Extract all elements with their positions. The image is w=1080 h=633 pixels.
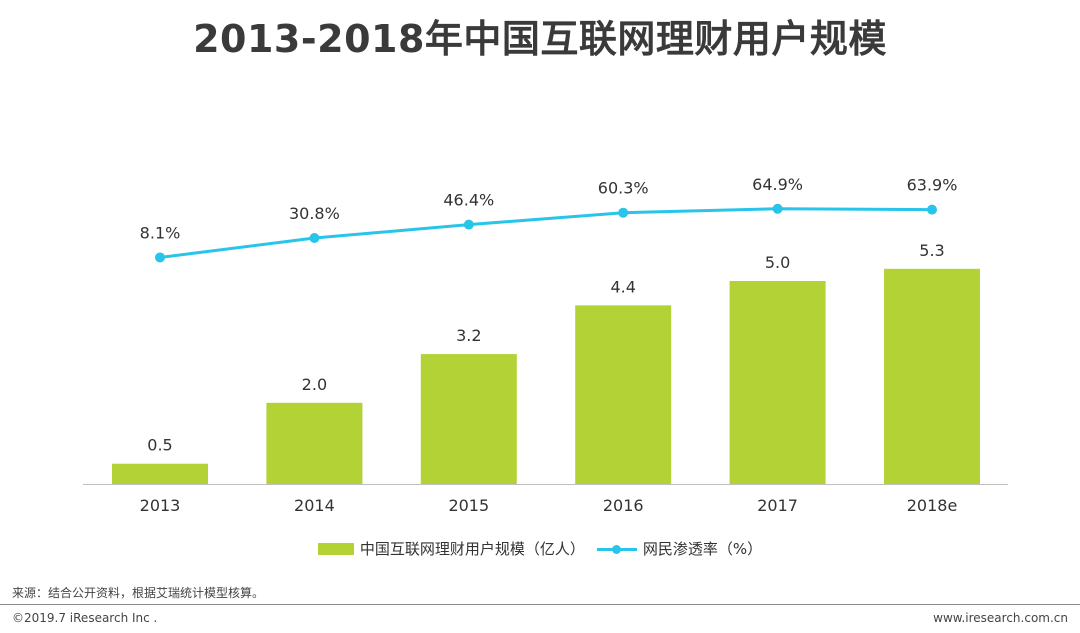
copyright: ©2019.7 iResearch Inc .: [12, 611, 158, 625]
x-tick-label-2017: 2017: [757, 496, 798, 515]
line-point-2016: [618, 207, 629, 218]
chart-svg: 0.5 2013 2.0 2014 3.2 2015 4.4 2016 5.0 2017 5.3 20…: [83, 175, 1008, 515]
bar-label-2016: 4.4: [610, 277, 635, 296]
legend-item-line: 网民渗透率（%）: [596, 538, 763, 559]
penetration-line: [159, 207, 933, 259]
bar-2018e: [884, 268, 980, 484]
line-label-2017: 64.9%: [752, 175, 803, 194]
x-tick-label-2013: 2013: [140, 496, 181, 515]
bar-label-2014: 2.0: [302, 375, 327, 394]
line-point-2013: [155, 252, 165, 263]
bar-2016: [575, 305, 672, 484]
bar-label-2018e: 5.3: [919, 241, 944, 260]
bar-label-2015: 3.2: [456, 326, 481, 345]
chart-title: 2013-2018年中国互联网理财用户规模: [193, 17, 887, 61]
line-label-2013: 8.1%: [140, 223, 181, 242]
x-tick-label-2015: 2015: [448, 496, 489, 515]
bar-2015: [420, 354, 517, 484]
line-label-2018e: 63.9%: [907, 176, 958, 195]
legend-item-bar: 中国互联网理财用户规模（亿人）: [317, 538, 585, 559]
x-tick-label-2018e: 2018e: [907, 496, 958, 515]
bar-2017: [729, 281, 826, 484]
bar-2013: [112, 463, 208, 484]
x-tick-label-2016: 2016: [603, 496, 644, 515]
bar-2014: [266, 402, 363, 484]
line-point-2014: [309, 233, 320, 244]
line-label-2016: 60.3%: [598, 179, 649, 198]
website-url: www.iresearch.com.cn: [933, 611, 1068, 625]
bar-label-2017: 5.0: [765, 253, 790, 272]
legend-line-label: 网民渗透率（%）: [642, 540, 763, 558]
line-point-2018e: [927, 204, 937, 215]
bar-label-2013: 0.5: [147, 436, 172, 455]
legend-line-swatch: [596, 543, 637, 555]
line-label-2015: 46.4%: [443, 191, 494, 210]
line-label-2014: 30.8%: [289, 204, 340, 223]
footer-divider: [0, 604, 1080, 605]
line-point-2015: [463, 219, 474, 230]
line-point-2017: [772, 203, 783, 214]
x-tick-label-2014: 2014: [294, 496, 335, 515]
legend-bar-label: 中国互联网理财用户规模（亿人）: [359, 540, 585, 558]
legend-bar-swatch: [317, 542, 354, 555]
legend: 中国互联网理财用户规模（亿人） 网民渗透率（%）: [0, 538, 1080, 559]
source-note: 来源：结合公开资料，根据艾瑞统计模型核算。: [12, 586, 265, 600]
